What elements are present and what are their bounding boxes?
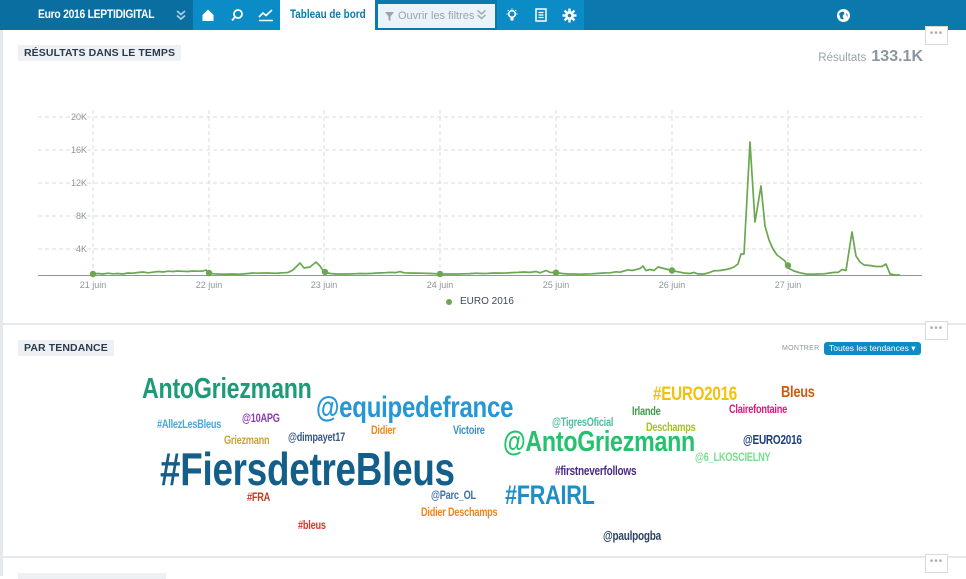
trend-word[interactable]: @TigresOficial <box>552 417 614 429</box>
nav-button-group <box>193 0 280 30</box>
svg-text:16K: 16K <box>71 145 87 155</box>
settings-button[interactable] <box>555 0 584 30</box>
trend-word[interactable]: #AllezLesBleus <box>157 419 222 431</box>
trend-word[interactable]: #EURO2016 <box>653 384 738 405</box>
trend-word[interactable]: AntoGriezmann <box>142 373 312 405</box>
svg-text:23 juin: 23 juin <box>311 280 338 290</box>
trend-word[interactable]: @6_LKOSCIELNY <box>695 452 771 464</box>
trend-word[interactable]: #FRAIRL <box>505 480 595 510</box>
svg-text:25 juin: 25 juin <box>543 280 570 290</box>
filter-funnel-icon <box>385 11 394 21</box>
results-label: Résultats <box>818 52 867 64</box>
report-icon <box>534 8 547 22</box>
open-filters-button[interactable]: Ouvrir les filtres <box>378 4 495 28</box>
tab-dashboard-label: Tableau de bord <box>290 9 366 21</box>
series-line-euro-2016[interactable] <box>92 141 900 276</box>
trend-word[interactable]: #bleus <box>298 520 326 532</box>
trend-word[interactable]: Griezmann <box>224 435 270 447</box>
gear-icon <box>562 8 577 22</box>
trend-word[interactable]: @AntoGriezmann <box>503 426 695 458</box>
trend-filter-select[interactable]: Toutes les tendances ▾ <box>824 342 921 355</box>
results-total: Résultats 133.1K <box>818 48 923 66</box>
home-button[interactable] <box>193 0 222 30</box>
tool-button-group <box>497 0 584 30</box>
chart-legend-item[interactable]: EURO 2016 <box>446 296 514 307</box>
tab-dashboard[interactable]: Tableau de bord <box>280 0 375 30</box>
svg-text:24 juin: 24 juin <box>427 280 454 290</box>
trend-word[interactable]: @Parc_OL <box>431 490 476 502</box>
lightbulb-icon <box>506 8 517 21</box>
trend-word[interactable]: Victoire <box>453 425 485 437</box>
svg-text:22 juin: 22 juin <box>196 280 223 290</box>
analytics-button[interactable] <box>251 0 280 30</box>
svg-text:8K: 8K <box>76 211 87 221</box>
trend-line-icon <box>257 9 273 22</box>
trend-word[interactable]: #FiersdetreBleus <box>160 443 455 495</box>
daily-markers[interactable] <box>89 262 792 278</box>
svg-text:27 juin: 27 juin <box>775 280 802 290</box>
svg-text:12K: 12K <box>71 178 87 188</box>
trend-word[interactable]: @10APG <box>242 413 280 425</box>
x-axis-labels: 21 juin 22 juin 23 juin 24 juin 25 juin … <box>80 280 802 290</box>
trend-word[interactable]: @dimpayet17 <box>288 432 345 444</box>
insights-button[interactable] <box>497 0 526 30</box>
search-button[interactable] <box>222 0 251 30</box>
home-icon <box>202 9 213 21</box>
left-gutter <box>0 30 3 576</box>
project-selector[interactable]: Euro 2016 LEPTIDIGITAL <box>0 0 193 30</box>
project-title: Euro 2016 LEPTIDIGITAL <box>38 7 155 21</box>
globe-icon[interactable] <box>836 8 851 23</box>
trend-panel: PAR TENDANCE ••• <box>3 321 966 558</box>
svg-text:21 juin: 21 juin <box>80 280 107 290</box>
panel-title: PAR TENDANCE <box>18 340 114 356</box>
panel-menu-button[interactable]: ••• <box>925 321 948 340</box>
y-axis-labels: 4K 8K 12K 16K 20K <box>71 112 87 254</box>
top-navigation-bar: Euro 2016 LEPTIDIGITAL Tab <box>0 0 966 30</box>
svg-text:26 juin: 26 juin <box>659 280 686 290</box>
trend-word[interactable]: Didier <box>371 425 396 437</box>
open-filters-label: Ouvrir les filtres <box>398 10 475 22</box>
results-value: 133.1K <box>871 48 923 65</box>
trend-word[interactable]: @equipedefrance <box>316 391 514 424</box>
svg-text:20K: 20K <box>71 112 87 122</box>
trend-word[interactable]: #firstneverfollows <box>555 464 637 478</box>
trend-word[interactable]: Didier Deschamps <box>421 507 498 519</box>
svg-text:4K: 4K <box>76 244 87 254</box>
trend-word[interactable]: Deschamps <box>646 422 696 434</box>
show-label: MONTRER <box>782 345 820 352</box>
trend-word[interactable]: @paulpogba <box>603 529 661 543</box>
trend-word[interactable]: @EURO2016 <box>743 433 802 447</box>
search-icon <box>230 9 243 22</box>
line-chart: 4K 8K 12K 16K 20K 21 juin 22 juin 23 jui… <box>38 110 922 290</box>
trend-word[interactable]: Irlande <box>632 406 661 418</box>
double-chevron-down-icon[interactable] <box>174 8 188 22</box>
panel-menu-button[interactable]: ••• <box>925 26 948 45</box>
panel-title <box>18 573 166 579</box>
panel-menu-button[interactable]: ••• <box>925 554 948 573</box>
legend-label: EURO 2016 <box>460 296 514 307</box>
double-chevron-down-icon <box>477 9 486 20</box>
trend-word[interactable]: #FRA <box>247 492 271 504</box>
reports-button[interactable] <box>526 0 555 30</box>
trend-word[interactable]: Clairefontaine <box>729 404 787 416</box>
legend-dot-icon <box>446 298 452 305</box>
trend-word[interactable]: Bleus <box>781 384 815 401</box>
panel-title: RÉSULTATS DANS LE TEMPS <box>18 45 182 61</box>
